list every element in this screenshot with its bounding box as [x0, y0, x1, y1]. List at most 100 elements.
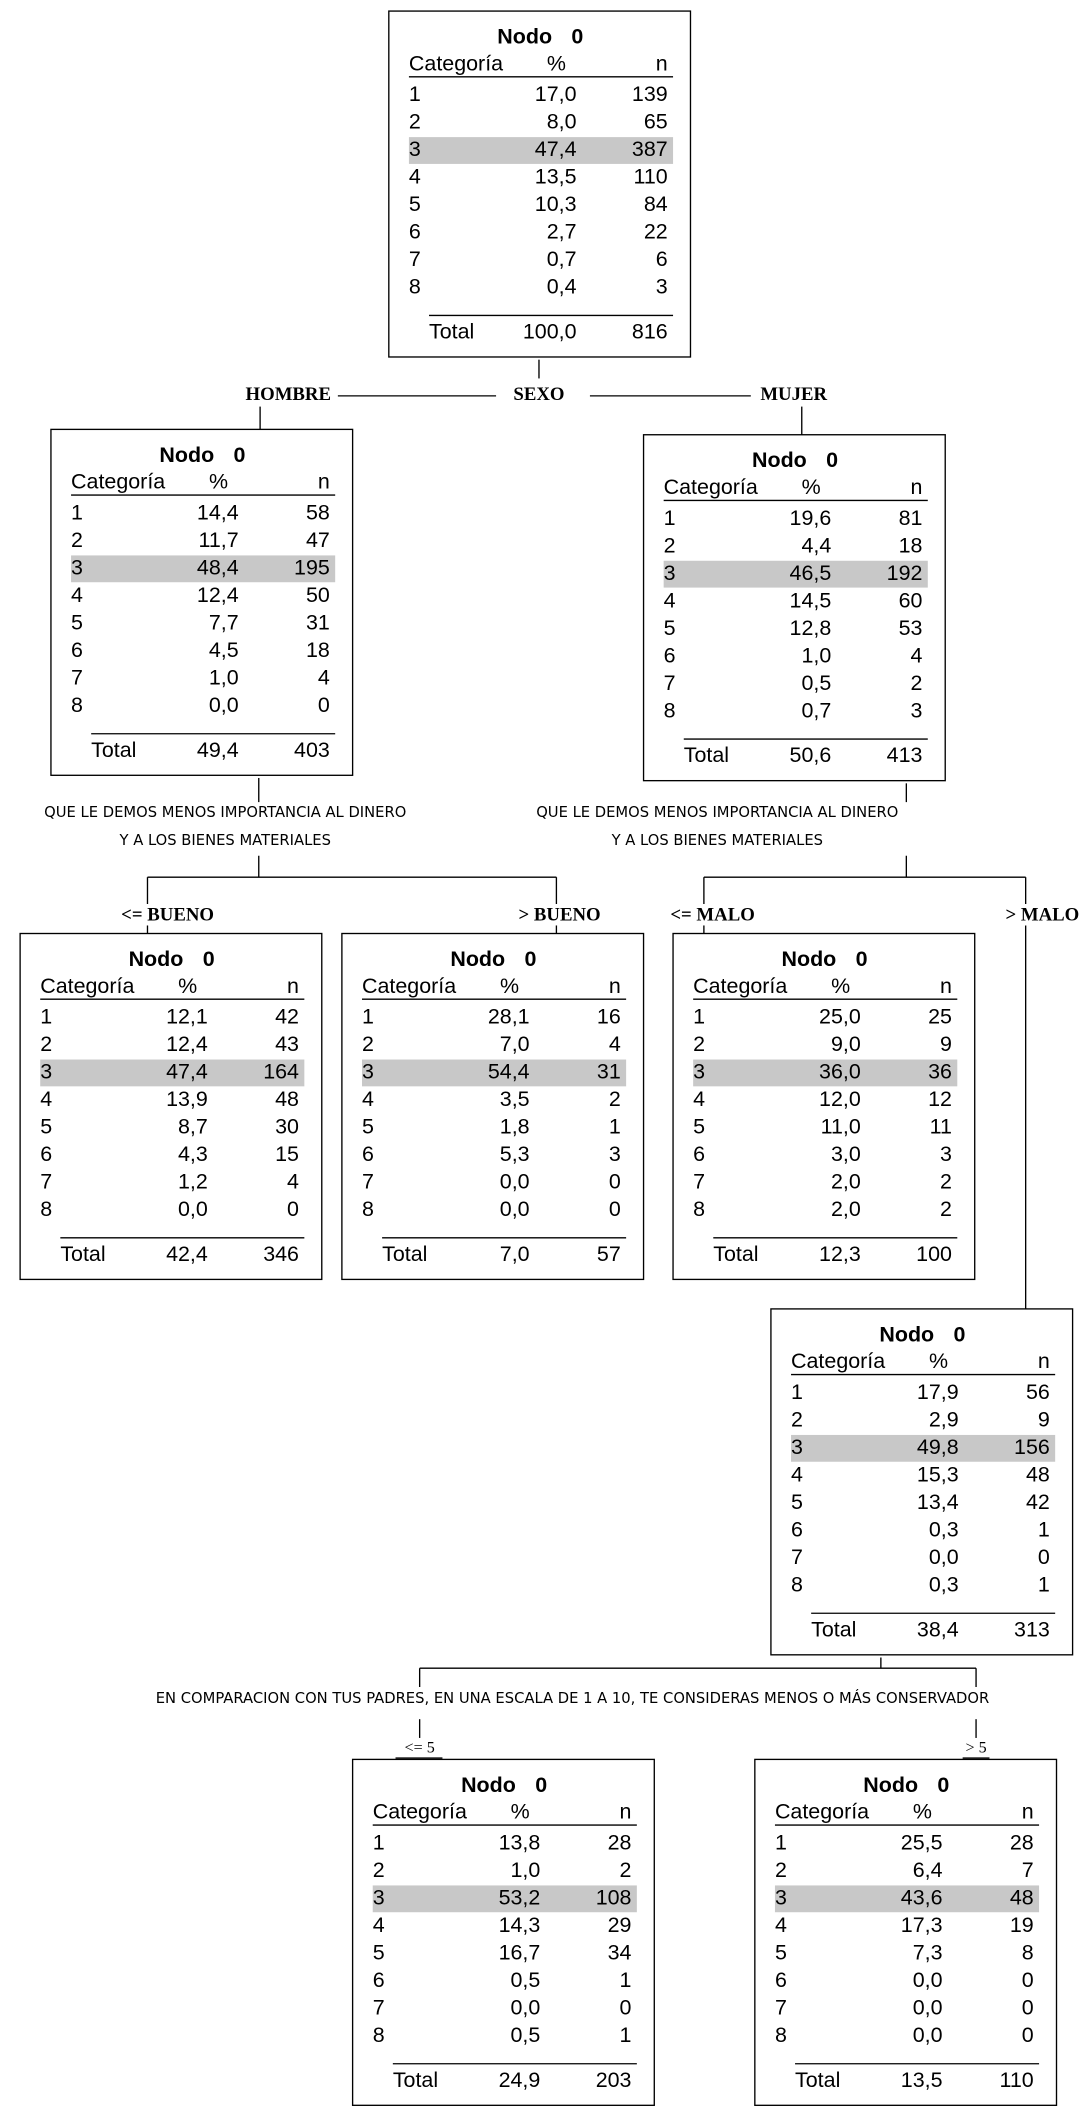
- header: %: [178, 974, 197, 998]
- category: 2: [775, 1858, 787, 1882]
- count: 56: [1026, 1380, 1050, 1404]
- total-percent: 24,9: [499, 2068, 541, 2092]
- total-percent: 42,4: [166, 1242, 208, 1266]
- category: 2: [362, 1032, 374, 1056]
- count: 12: [928, 1087, 952, 1111]
- count: 42: [275, 1005, 299, 1029]
- highlight: [40, 1059, 305, 1087]
- header: n: [910, 475, 922, 499]
- node-box: [642, 434, 946, 782]
- total-label: Total: [713, 1242, 758, 1266]
- percent: 1,8: [500, 1115, 530, 1139]
- node-title: Nodo 0: [129, 947, 215, 971]
- branch-label: > BUENO: [519, 904, 601, 925]
- percent: 0,3: [929, 1517, 959, 1541]
- percent: 0,0: [511, 1995, 541, 2019]
- branch-label: <= BUENO: [121, 904, 214, 925]
- header: Categoría: [409, 51, 503, 75]
- count: 36: [928, 1060, 952, 1084]
- count: 0: [1022, 2023, 1034, 2047]
- branch-label: > MALO: [1006, 904, 1080, 925]
- category: 3: [693, 1060, 705, 1084]
- node-box: [754, 1758, 1058, 2106]
- count: 31: [306, 610, 330, 634]
- percent: 46,5: [790, 561, 832, 585]
- percent: 2,0: [831, 1197, 861, 1221]
- connectors: [146, 359, 1027, 1759]
- percent: 13,4: [917, 1490, 959, 1514]
- split-variable: Y A LOS BIENES MATERIALES: [119, 832, 331, 849]
- percent: 7,7: [209, 610, 239, 634]
- header: Categoría: [664, 475, 758, 499]
- category: 1: [362, 1005, 374, 1029]
- count: 48: [1026, 1463, 1050, 1487]
- node-box: [672, 932, 976, 1281]
- count: 387: [632, 137, 668, 161]
- percent: 3,0: [831, 1142, 861, 1166]
- category: 2: [664, 533, 676, 557]
- total-label: Total: [60, 1242, 105, 1266]
- header: Categoría: [40, 974, 134, 998]
- branch-label: <= 5: [405, 1739, 435, 1756]
- header: %: [209, 470, 228, 494]
- percent: 0,7: [801, 698, 831, 722]
- count: 110: [634, 165, 668, 189]
- percent: 12,4: [166, 1032, 208, 1056]
- total-percent: 100,0: [523, 320, 577, 344]
- count: 139: [632, 82, 668, 106]
- category: 5: [775, 1940, 787, 1964]
- header: n: [656, 51, 668, 75]
- count: 1: [609, 1115, 621, 1139]
- category: 4: [71, 583, 83, 607]
- percent: 17,9: [917, 1380, 959, 1404]
- percent: 2,7: [547, 220, 577, 244]
- count: 9: [1038, 1408, 1050, 1432]
- total-label: Total: [382, 1242, 427, 1266]
- category: 6: [362, 1142, 374, 1166]
- count: 42: [1026, 1490, 1050, 1514]
- node-title: Nodo 0: [782, 947, 868, 971]
- total-percent: 12,3: [819, 1242, 861, 1266]
- total-percent: 13,5: [901, 2068, 943, 2092]
- count: 53: [899, 616, 923, 640]
- category: 7: [409, 247, 421, 271]
- percent: 6,4: [913, 1858, 943, 1882]
- category: 8: [693, 1197, 705, 1221]
- branch-label: HOMBRE: [246, 384, 332, 405]
- category: 4: [373, 1913, 385, 1937]
- count: 31: [597, 1060, 621, 1084]
- count: 8: [1022, 1940, 1034, 1964]
- category: 2: [373, 1858, 385, 1882]
- category: 8: [40, 1197, 52, 1221]
- count: 3: [910, 698, 922, 722]
- count: 195: [294, 555, 330, 579]
- percent: 13,9: [166, 1087, 208, 1111]
- count: 65: [644, 110, 668, 134]
- header: n: [1038, 1349, 1050, 1373]
- count: 28: [608, 1831, 632, 1855]
- category: 6: [664, 643, 676, 667]
- category: 2: [409, 110, 421, 134]
- total-label: Total: [429, 320, 474, 344]
- category: 4: [40, 1087, 52, 1111]
- percent: 4,3: [178, 1142, 208, 1166]
- header: Categoría: [693, 974, 787, 998]
- category: 5: [791, 1490, 803, 1514]
- total-count: 413: [887, 743, 923, 767]
- count: 2: [940, 1170, 952, 1194]
- header: Categoría: [373, 1800, 467, 1824]
- category: 4: [791, 1463, 803, 1487]
- category: 5: [40, 1115, 52, 1139]
- percent: 17,0: [535, 82, 577, 106]
- percent: 1,0: [209, 665, 239, 689]
- count: 0: [1022, 1968, 1034, 1992]
- count: 18: [899, 533, 923, 557]
- category: 6: [71, 638, 83, 662]
- percent: 0,0: [929, 1545, 959, 1569]
- percent: 25,5: [901, 1831, 943, 1855]
- category: 3: [71, 555, 83, 579]
- count: 7: [1022, 1858, 1034, 1882]
- total-percent: 7,0: [500, 1242, 530, 1266]
- category: 4: [409, 165, 421, 189]
